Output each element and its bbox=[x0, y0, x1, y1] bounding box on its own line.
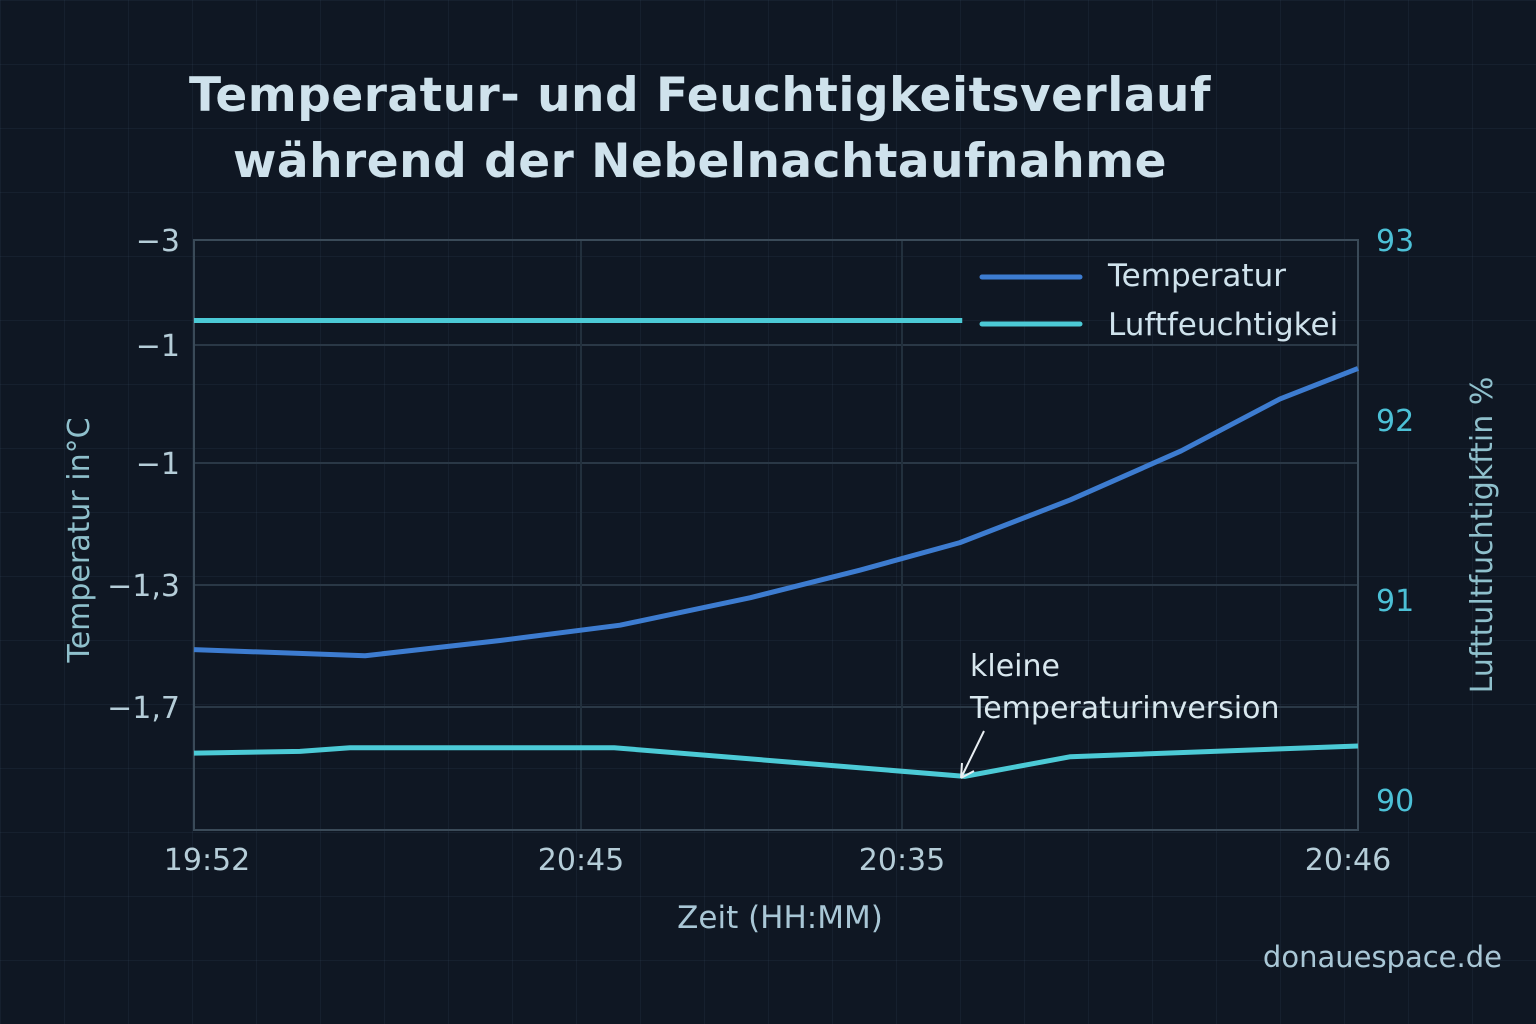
legend-label-temperature: Temperatur bbox=[1107, 258, 1286, 294]
x-tick-label: 19:52 bbox=[164, 843, 250, 878]
annotation-line-2: Temperaturinversion bbox=[969, 691, 1279, 726]
y-right-tick-label: 93 bbox=[1376, 224, 1414, 259]
plot-frame bbox=[193, 239, 1359, 831]
x-tick-label: 20:46 bbox=[1305, 843, 1391, 878]
y-right-tick-label: 91 bbox=[1376, 584, 1414, 619]
annotation: kleine Temperaturinversion bbox=[960, 649, 1279, 779]
series-line-1 bbox=[193, 743, 1359, 779]
chart-title-line-1: Temperatur- und Feuchtigkeitsverlauf bbox=[189, 68, 1211, 123]
y-right-tick-label: 90 bbox=[1376, 784, 1414, 819]
y-axis-left-label: Temperatur in°C bbox=[62, 417, 97, 663]
y-right-tick-label: 92 bbox=[1376, 404, 1414, 439]
y-axis-right-label: Lufttultfuchtigkftin % bbox=[1465, 377, 1500, 694]
y-left-tick-label: −3 bbox=[136, 224, 180, 259]
y-left-tick-label: −1 bbox=[136, 329, 180, 364]
legend-label-humidity: Luftfeuchtigkei bbox=[1108, 307, 1338, 343]
series-line-0 bbox=[193, 366, 1359, 659]
x-tick-label: 20:45 bbox=[538, 843, 624, 878]
annotation-arrow-icon bbox=[960, 730, 985, 779]
chart-title-line-2: während der Nebelnachtaufnahme bbox=[232, 134, 1168, 189]
y-left-tick-label: −1 bbox=[136, 447, 180, 482]
y-left-tick-label: −1,7 bbox=[107, 691, 180, 726]
legend: Temperatur Luftfeuchtigkei bbox=[979, 258, 1338, 343]
watermark: donauespace.de bbox=[1262, 940, 1502, 974]
y-left-tick-label: −1,3 bbox=[107, 569, 180, 604]
x-axis-label: Zeit (HH:MM) bbox=[677, 900, 883, 936]
annotation-line-1: kleine bbox=[970, 649, 1060, 684]
x-tick-label: 20:35 bbox=[859, 843, 945, 878]
